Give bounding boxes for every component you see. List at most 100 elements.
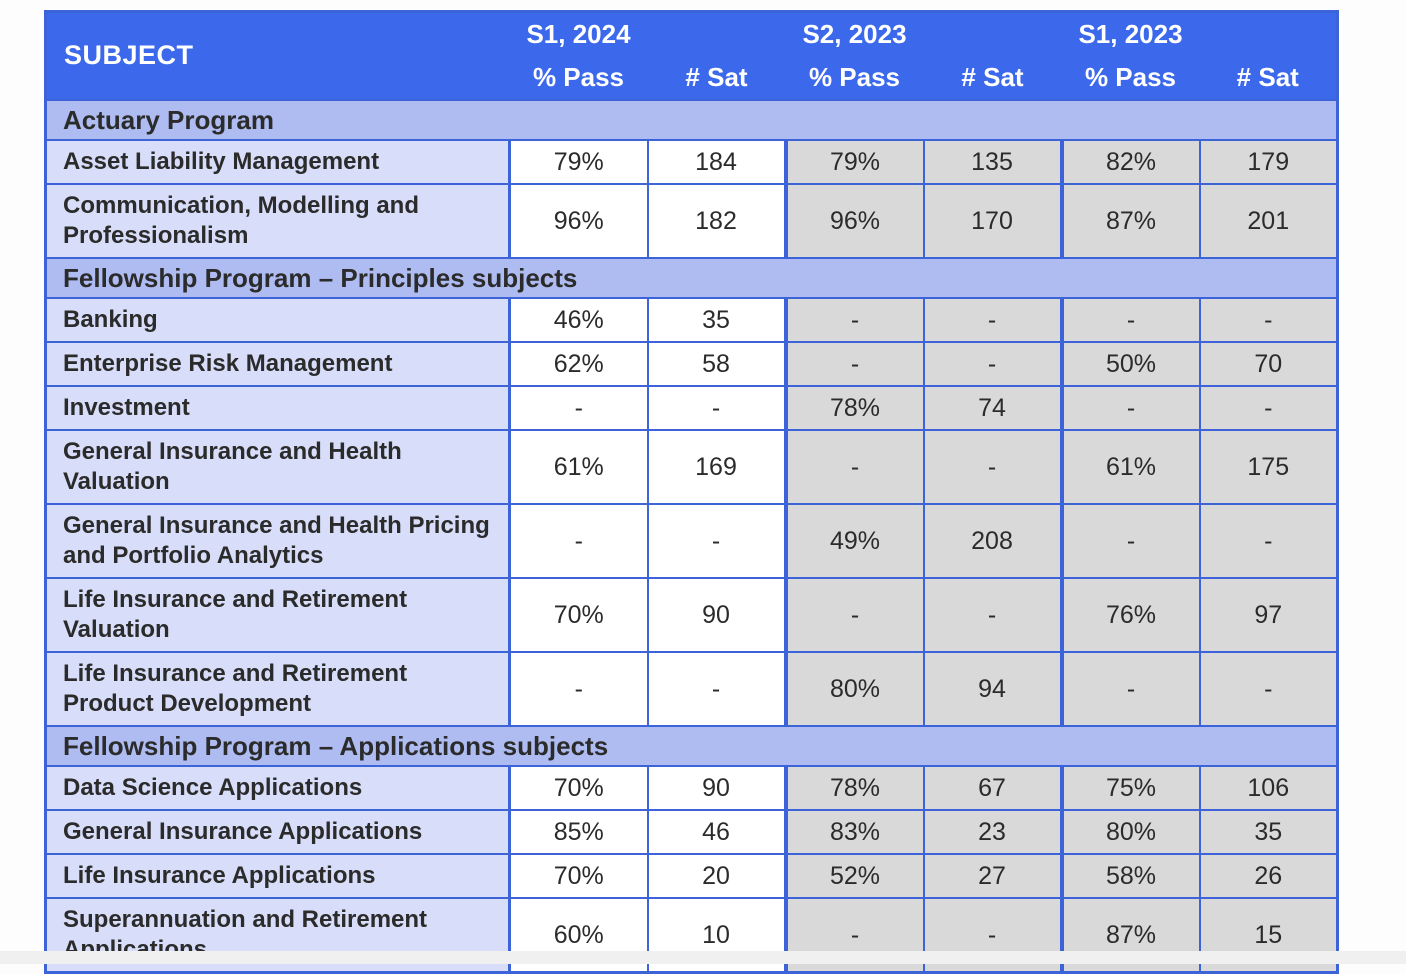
value-cell: - [1198,502,1339,579]
period-header-s1-2024: S1, 2024 [509,11,648,56]
value-cell: 62% [508,340,649,387]
value-cell: - [1059,650,1201,727]
table-row: General Insurance Applications 85% 46 83% 23… [44,808,1339,855]
table-row: Asset Liability Management 79% 184 79% 135 82… [44,138,1339,185]
value-cell: 26 [1198,852,1339,899]
value-cell: - [508,650,649,727]
table-row: Life Insurance Applications 70% 20 52% 27 58%… [44,852,1339,899]
value-cell: - [783,428,925,505]
subject-cell: Enterprise Risk Management [44,340,511,387]
table-header: SUBJECT S1, 2024 S2, 2023 S1, 2023 % Pas… [45,11,1338,100]
period-header-spacer [923,11,1062,56]
value-cell: 70% [508,852,649,899]
section-title: Actuary Program [44,98,1339,141]
period-header-s2-2023: S2, 2023 [785,11,924,56]
value-cell: 170 [922,182,1063,259]
value-cell: 201 [1198,182,1339,259]
value-cell: 87% [1059,182,1201,259]
value-cell: 90 [646,576,787,653]
value-cell: - [922,340,1063,387]
header-metric-row: % Pass # Sat % Pass # Sat % Pass # Sat [46,55,1338,100]
value-cell: 175 [1198,428,1339,505]
subject-cell: Data Science Applications [44,764,511,811]
table-row: Banking 46% 35- - - - [44,296,1339,343]
column-header-subject: SUBJECT [45,11,510,100]
value-cell: 52% [783,852,925,899]
value-cell: 50% [1059,340,1201,387]
value-cell: 79% [783,138,925,185]
value-cell: 96% [783,182,925,259]
table-row: Communication, Modelling and Professiona… [44,182,1339,259]
subject-cell: Asset Liability Management [44,138,511,185]
value-cell: 90 [646,764,787,811]
subject-cell: Banking [44,296,511,343]
value-cell: 83% [783,808,925,855]
period-header-spacer [1199,11,1338,56]
value-cell: - [1059,296,1201,343]
value-cell: - [783,340,925,387]
value-cell: 96% [508,182,649,259]
value-cell: 58 [646,340,787,387]
value-cell: 20 [646,852,787,899]
value-cell: 179 [1198,138,1339,185]
value-cell: 35 [646,296,787,343]
period-header-spacer [647,11,786,56]
value-cell: - [646,502,787,579]
value-cell: 79% [508,138,649,185]
value-cell: 76% [1059,576,1201,653]
value-cell: 23 [922,808,1063,855]
value-cell: 80% [783,650,925,727]
table-row: Life Insurance and Retirement Product De… [44,650,1339,727]
value-cell: 78% [783,764,925,811]
value-cell: - [783,296,925,343]
value-cell: 208 [922,502,1063,579]
value-cell: 74 [922,384,1063,431]
value-cell: 182 [646,182,787,259]
column-header-pass-s1-2024: % Pass [509,55,648,100]
section-title: Fellowship Program – Applications subjec… [44,724,1339,767]
value-cell: 61% [508,428,649,505]
value-cell: - [646,650,787,727]
value-cell: - [922,576,1063,653]
table-row: Data Science Applications 70% 90 78% 67 75% 10… [44,764,1339,811]
subject-cell: Life Insurance and Retirement Valuation [44,576,511,653]
subject-cell: Communication, Modelling and Professiona… [44,182,511,259]
section-row: Actuary Program [44,98,1339,141]
subject-cell: Life Insurance Applications [44,852,511,899]
table-body: Actuary Program Asset Liability Managemen… [44,98,1339,973]
subject-cell: Life Insurance and Retirement Product De… [44,650,511,727]
value-cell: 82% [1059,138,1201,185]
column-header-sat-s2-2023: # Sat [923,55,1062,100]
value-cell: 61% [1059,428,1201,505]
subject-cell: Investment [44,384,511,431]
column-header-sat-s1-2024: # Sat [647,55,786,100]
value-cell: - [783,576,925,653]
header-period-row: SUBJECT S1, 2024 S2, 2023 S1, 2023 [45,11,1338,100]
value-cell: 80% [1059,808,1201,855]
value-cell: 135 [922,138,1063,185]
value-cell: 70 [1198,340,1339,387]
value-cell: 97 [1198,576,1339,653]
section-row: Fellowship Program – Applications subjec… [44,724,1339,767]
value-cell: - [1059,502,1201,579]
value-cell: - [646,384,787,431]
value-cell: 70% [508,576,649,653]
value-cell: 49% [783,502,925,579]
value-cell: - [922,428,1063,505]
value-cell: - [1059,384,1201,431]
value-cell: 78% [783,384,925,431]
value-cell: 106 [1198,764,1339,811]
value-cell: 27 [922,852,1063,899]
subject-cell: General Insurance Applications [44,808,511,855]
bottom-strip [0,951,1406,964]
value-cell: 75% [1059,764,1201,811]
value-cell: 70% [508,764,649,811]
value-cell: - [1198,296,1339,343]
value-cell: 46 [646,808,787,855]
value-cell: 35 [1198,808,1339,855]
value-cell: 85% [508,808,649,855]
subject-cell: General Insurance and Health Valuation [44,428,511,505]
value-cell: - [922,296,1063,343]
value-cell: - [1198,650,1339,727]
column-header-pass-s1-2023: % Pass [1061,55,1200,100]
